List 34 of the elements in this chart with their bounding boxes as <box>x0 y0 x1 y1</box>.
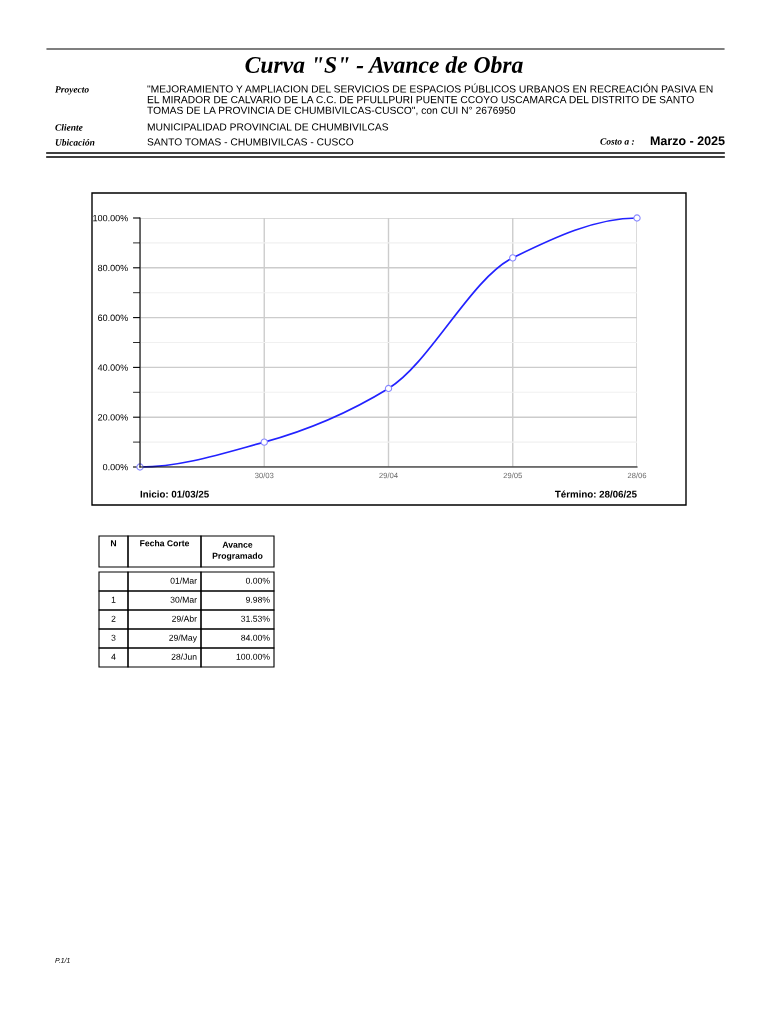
y-tick-label: 60.00% <box>98 314 128 321</box>
y-tick-label: 100.00% <box>93 214 128 222</box>
text: 9.98% <box>245 596 270 603</box>
y-tick-label: 20.00% <box>98 414 128 421</box>
text: 84.00% <box>241 634 270 641</box>
text: 29/Abr <box>172 615 197 622</box>
y-tick-label: 80.00% <box>97 264 128 272</box>
text: 4 <box>111 653 116 660</box>
text: N <box>110 540 117 547</box>
text: 0.00% <box>245 577 270 584</box>
text: 30/Mar <box>170 596 197 603</box>
text: 2 <box>111 615 116 622</box>
text: Avance Programado <box>212 541 263 561</box>
text: 100.00% <box>236 653 270 660</box>
text: MUNICIPALIDAD PROVINCIAL DE CHUMBIVILCAS <box>147 123 389 131</box>
text: Cliente <box>55 124 83 131</box>
text: SANTO TOMAS - CHUMBIVILCAS - CUSCO <box>147 138 354 146</box>
text: 29/May <box>169 634 197 643</box>
text: Término: 28/06/25 <box>554 490 637 498</box>
text: Inicio: 01/03/25 <box>140 490 209 498</box>
text: 31.53% <box>241 615 270 622</box>
text: Ubicación <box>55 138 95 146</box>
y-tick-label: 40.00% <box>97 364 128 371</box>
text: Fecha Corte <box>140 539 190 547</box>
chart-title: Curva "S" - Avance de Obra <box>245 56 523 73</box>
text: "MEJORAMIENTO Y AMPLIACION DEL SERVICIOS DE ESPACIOS PÚBLICOS URBANOS EN RECREACIÓN PASIVA EN EL MIRADOR DE CALVARIO DE LA C.C. DE PFULLPURI PUENTE CCOYO USCAMARCA DEL DISTRITO DE SANTO TOMAS DE LA PROVINCIA DE CHUMBIVILCAS-CUSCO", con CUI N° 2676950 <box>147 83 713 116</box>
text: 3 <box>111 634 116 641</box>
y-tick-label: 0.00% <box>102 463 128 471</box>
text: 1 <box>111 596 116 603</box>
text: 28/Jun <box>171 653 197 660</box>
text: Costo a : <box>600 138 634 145</box>
text: Proyecto <box>55 86 89 95</box>
text: Marzo - 2025 <box>650 136 725 146</box>
text: 01/Mar <box>170 577 197 584</box>
